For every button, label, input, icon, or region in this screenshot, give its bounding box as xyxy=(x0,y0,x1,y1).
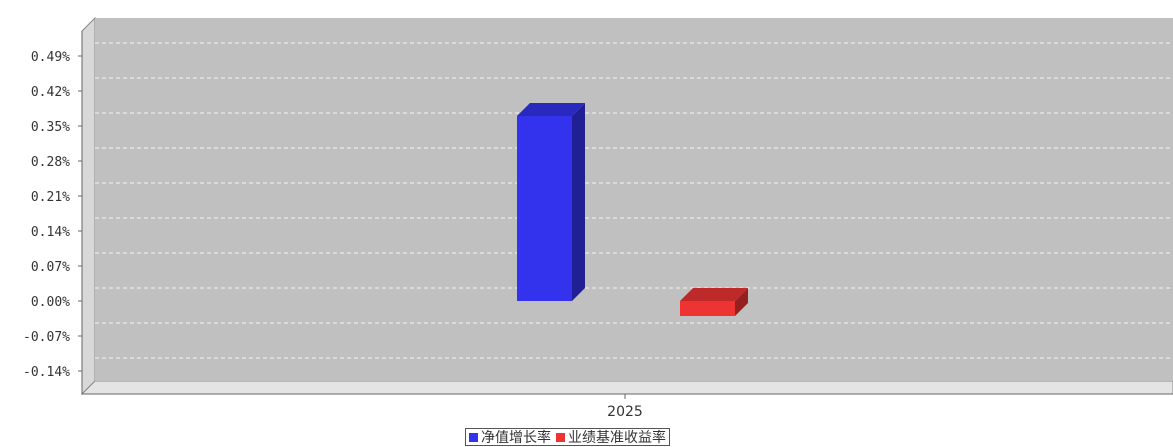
gridlines xyxy=(95,42,1173,359)
y-tick-label: -0.14% xyxy=(23,365,70,380)
bar-side xyxy=(735,288,748,316)
bar-top xyxy=(680,288,748,301)
bar-top xyxy=(517,103,585,116)
y-tick-label: 0.00% xyxy=(31,295,70,310)
plot-area: 0.49% 0.42% 0.35% 0.28% 0.21% 0.14% 0.07% 0.00%… xyxy=(23,16,1173,420)
bar-front xyxy=(517,116,572,301)
y-tick-label: 0.07% xyxy=(31,260,70,275)
y-tick-label: 0.21% xyxy=(31,190,70,205)
legend-label-nav-growth: 净值增长率 xyxy=(481,430,551,446)
legend-label-benchmark: 业绩基准收益率 xyxy=(568,430,666,446)
plot-left-wall xyxy=(81,16,96,396)
legend-item-benchmark: 业绩基准收益率 xyxy=(556,427,666,447)
legend-item-nav-growth: 净值增长率 xyxy=(469,427,551,447)
y-tick-label: 0.14% xyxy=(31,225,70,240)
y-tick-label: 0.42% xyxy=(31,85,70,100)
bars xyxy=(517,103,748,316)
y-axis-ticks: 0.49% 0.42% 0.35% 0.28% 0.21% 0.14% 0.07% 0.00%… xyxy=(23,50,82,380)
y-tick-label: 0.28% xyxy=(31,155,70,170)
bar-side xyxy=(572,103,585,301)
plot-floor xyxy=(80,380,1173,395)
bar-nav-growth xyxy=(517,103,585,301)
x-category-label: 2025 xyxy=(607,404,643,420)
bar-front xyxy=(680,301,735,316)
y-tick-label: -0.07% xyxy=(23,330,70,345)
legend-swatch-nav-growth xyxy=(469,432,478,442)
y-tick-label: 0.35% xyxy=(31,120,70,135)
x-axis-categories: 2025 xyxy=(607,394,643,420)
plot-background xyxy=(95,18,1173,381)
legend: 净值增长率 业绩基准收益率 xyxy=(465,428,670,446)
y-tick-label: 0.49% xyxy=(31,50,70,65)
legend-swatch-benchmark xyxy=(556,432,565,442)
bar-benchmark xyxy=(680,288,748,316)
